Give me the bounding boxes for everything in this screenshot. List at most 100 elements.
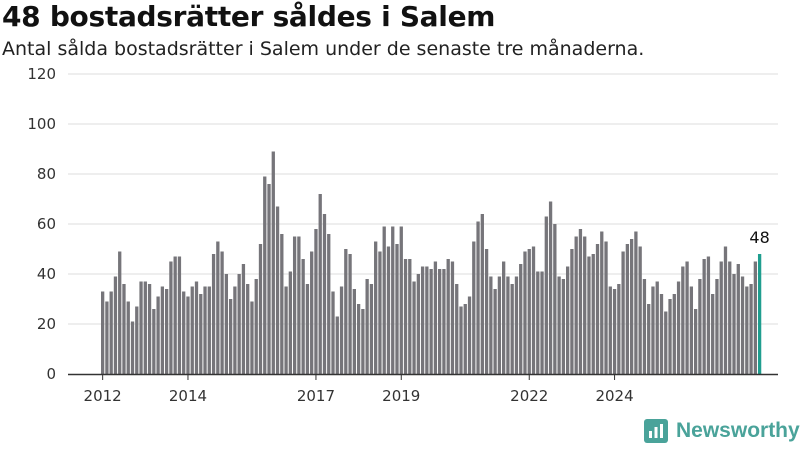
bar	[331, 291, 335, 374]
bar	[523, 251, 527, 374]
bar	[164, 289, 169, 374]
bar	[676, 281, 681, 374]
bar	[570, 249, 574, 374]
bar	[583, 236, 587, 374]
bar	[519, 264, 523, 374]
bar	[531, 246, 536, 374]
bar	[706, 256, 711, 374]
bar	[271, 151, 275, 374]
bar	[241, 264, 246, 374]
bar	[442, 269, 446, 374]
bar	[327, 234, 331, 374]
bar	[105, 301, 109, 374]
bar	[169, 261, 173, 374]
bar	[224, 274, 229, 374]
bar	[126, 301, 130, 374]
brand-logo[interactable]: Newsworthy	[644, 419, 800, 443]
bar	[139, 281, 143, 374]
bar	[702, 259, 706, 374]
bar	[608, 286, 612, 374]
bar	[433, 261, 438, 374]
bar	[446, 259, 450, 374]
bar	[467, 296, 472, 374]
bar	[211, 254, 216, 374]
bar	[548, 201, 553, 374]
bar	[122, 284, 126, 374]
bar	[565, 266, 570, 374]
bar	[621, 251, 625, 374]
bar	[246, 284, 250, 374]
bar	[152, 309, 156, 374]
bar	[254, 279, 258, 374]
bar	[612, 289, 617, 374]
bar	[348, 254, 352, 374]
bar	[484, 249, 489, 374]
x-tick-label: 2024	[595, 387, 633, 405]
bar	[749, 284, 753, 374]
bar	[182, 291, 186, 374]
bar	[361, 309, 365, 374]
bar	[723, 246, 728, 374]
bar	[344, 249, 348, 374]
brand-name: Newsworthy	[676, 419, 800, 442]
bar	[740, 276, 745, 374]
bar	[113, 276, 118, 374]
bar	[647, 304, 651, 374]
bar	[258, 244, 263, 374]
bar	[591, 254, 595, 374]
bar	[664, 311, 668, 374]
bar	[527, 249, 531, 374]
bar	[574, 236, 578, 374]
bar	[147, 284, 152, 374]
bar	[365, 279, 369, 374]
bar	[352, 289, 356, 374]
bar	[101, 291, 105, 374]
bar	[288, 271, 293, 374]
bar	[536, 271, 540, 374]
bar	[638, 246, 642, 374]
bar	[425, 266, 429, 374]
bar	[642, 279, 647, 374]
y-tick-label: 20	[37, 315, 56, 333]
bar	[280, 234, 284, 374]
bar	[625, 244, 630, 374]
bar	[544, 216, 548, 374]
bar	[220, 251, 224, 374]
bar	[689, 286, 694, 374]
bar	[476, 221, 480, 374]
bar	[203, 286, 207, 374]
bar	[604, 241, 608, 374]
bar	[736, 264, 740, 374]
bar	[634, 231, 638, 374]
bar	[502, 261, 506, 374]
bar	[318, 194, 322, 374]
bar	[135, 306, 139, 374]
bar	[617, 284, 621, 374]
bar	[514, 276, 519, 374]
bar	[728, 261, 732, 374]
y-tick-label: 120	[27, 65, 56, 83]
bar	[463, 304, 467, 374]
bar	[399, 226, 403, 374]
bar	[237, 274, 241, 374]
bar	[314, 229, 318, 374]
bars	[101, 151, 762, 374]
y-tick-label: 60	[37, 215, 56, 233]
bar	[416, 274, 420, 374]
bar	[561, 279, 566, 374]
bar	[420, 266, 425, 374]
bar	[672, 294, 676, 374]
x-axis: 2012 2014 2017 2019 2022 2024	[68, 373, 778, 405]
last-value-label: 48	[749, 228, 769, 247]
bar	[540, 271, 544, 374]
bar	[698, 279, 702, 374]
x-tick-label: 2014	[169, 387, 207, 405]
bar	[156, 296, 160, 374]
bar	[186, 296, 190, 374]
bar	[455, 284, 459, 374]
y-tick-label: 0	[46, 365, 56, 383]
bar	[216, 241, 220, 374]
bar	[143, 281, 147, 374]
bar	[578, 229, 583, 374]
